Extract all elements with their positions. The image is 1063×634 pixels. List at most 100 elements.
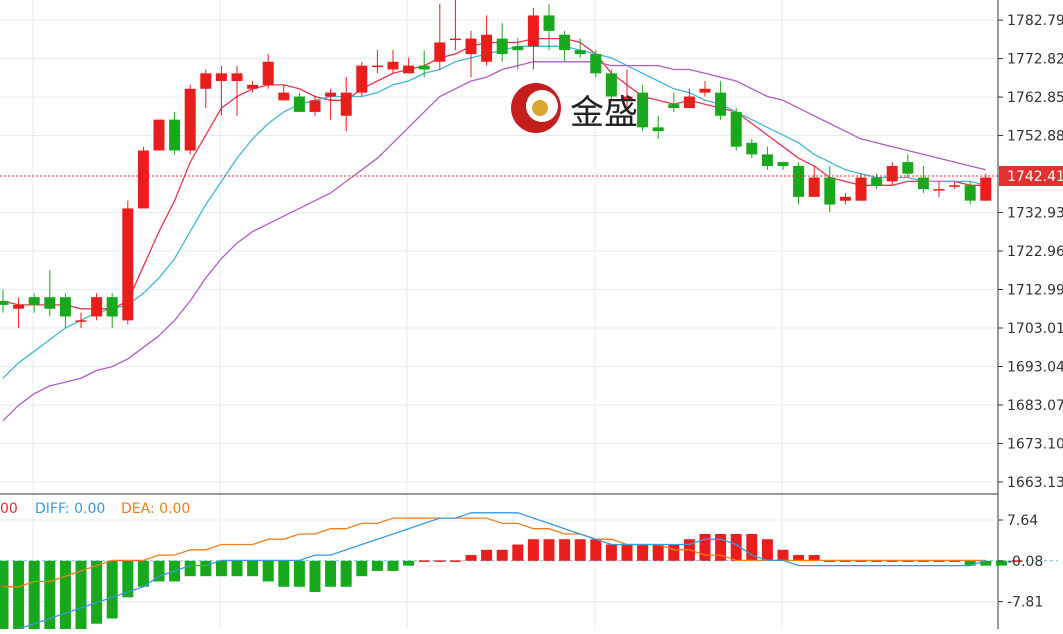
candle-body bbox=[949, 185, 961, 187]
macd-histogram-bar bbox=[122, 560, 134, 598]
macd-histogram-bar bbox=[231, 560, 243, 577]
macd-histogram-bar bbox=[371, 560, 383, 571]
macd-tick-labels: 7.64 -0.08 -7.81 bbox=[998, 513, 1043, 611]
candle-body bbox=[184, 88, 196, 151]
macd-histogram bbox=[0, 533, 1023, 629]
dea-line bbox=[3, 517, 986, 588]
candle-body bbox=[137, 150, 149, 209]
candle-body bbox=[699, 88, 711, 93]
candle-body bbox=[153, 119, 165, 151]
candle-body bbox=[59, 297, 71, 317]
candle-body bbox=[855, 177, 867, 201]
macd-indicator: 7.64 -0.08 -7.81 00 DIFF: 0.00 DEA: 0.00 bbox=[0, 501, 1058, 634]
watermark-logo: 金盛 bbox=[511, 83, 638, 133]
diff-line bbox=[2, 512, 987, 634]
macd-histogram-bar bbox=[605, 544, 617, 561]
candle-body bbox=[902, 162, 914, 174]
candle-body bbox=[434, 42, 446, 62]
candle-body bbox=[247, 84, 259, 89]
dea-value-label: DEA: 0.00 bbox=[121, 501, 190, 517]
candle-body bbox=[637, 92, 649, 128]
price-tick-label: 1762.85 bbox=[1007, 90, 1063, 106]
macd-histogram-bar bbox=[730, 533, 742, 561]
logo-text: 金盛 bbox=[570, 93, 638, 133]
price-tick-label: 1752.88 bbox=[1007, 129, 1063, 145]
candle-body bbox=[761, 154, 773, 166]
candle-body bbox=[325, 92, 337, 97]
candle-body bbox=[621, 96, 633, 101]
macd-histogram-bar bbox=[496, 549, 508, 561]
macd-histogram-bar bbox=[824, 560, 836, 562]
candle-body bbox=[543, 15, 555, 31]
candle-body bbox=[481, 34, 493, 62]
macd-histogram-bar bbox=[559, 539, 571, 561]
candle-body bbox=[231, 73, 243, 82]
candle-body bbox=[356, 65, 368, 93]
macd-histogram-bar bbox=[403, 560, 415, 566]
macd-histogram-bar bbox=[668, 544, 680, 561]
candle-body bbox=[980, 177, 992, 201]
macd-histogram-bar bbox=[13, 560, 25, 629]
candle-body bbox=[777, 162, 789, 166]
macd-histogram-bar bbox=[980, 560, 992, 566]
macd-histogram-bar bbox=[949, 560, 961, 562]
diff-value-label: DIFF: 0.00 bbox=[35, 501, 105, 517]
candle-body bbox=[75, 320, 87, 322]
macd-histogram-bar bbox=[184, 560, 196, 577]
candle-body bbox=[559, 34, 571, 51]
macd-histogram-bar bbox=[387, 560, 399, 571]
macd-histogram-bar bbox=[699, 533, 711, 561]
candle-body bbox=[793, 165, 805, 197]
macd-histogram-bar bbox=[449, 560, 461, 562]
macd-histogram-bar bbox=[746, 533, 758, 561]
macd-histogram-bar bbox=[153, 560, 165, 582]
candle-body bbox=[839, 196, 851, 201]
macd-histogram-bar bbox=[715, 533, 727, 561]
macd-histogram-bar bbox=[215, 560, 227, 577]
candle-body bbox=[605, 73, 617, 97]
macd-histogram-bar bbox=[933, 560, 945, 562]
candle-body bbox=[340, 92, 352, 116]
candle-body bbox=[418, 65, 430, 70]
macd-histogram-bar bbox=[434, 560, 446, 562]
ma-line-2 bbox=[2, 45, 986, 379]
macd-histogram-bar bbox=[325, 560, 337, 587]
price-tick-label: 1722.96 bbox=[1007, 244, 1063, 260]
candle-body bbox=[169, 119, 181, 151]
macd-histogram-bar bbox=[28, 560, 40, 629]
candle-body bbox=[387, 61, 399, 70]
macd-tick-label: 7.64 bbox=[1007, 513, 1038, 529]
macd-histogram-bar bbox=[1011, 560, 1023, 562]
macd-histogram-bar bbox=[418, 560, 430, 562]
macd-histogram-bar bbox=[278, 560, 290, 587]
candle-body bbox=[668, 104, 680, 109]
moving-average-lines bbox=[2, 37, 986, 422]
candle-body bbox=[512, 46, 524, 51]
macd-histogram-bar bbox=[777, 549, 789, 561]
macd-lines bbox=[2, 512, 987, 634]
macd-histogram-bar bbox=[637, 544, 649, 561]
macd-histogram-bar bbox=[621, 544, 633, 561]
macd-histogram-bar bbox=[465, 555, 477, 561]
macd-histogram-bar bbox=[200, 560, 212, 577]
candle-body bbox=[917, 177, 929, 190]
candle-body bbox=[465, 38, 477, 55]
candle-body bbox=[309, 100, 321, 112]
price-tick-label: 1683.07 bbox=[1007, 398, 1063, 414]
candle-body bbox=[215, 73, 227, 82]
candle-body bbox=[574, 50, 586, 55]
candle-body bbox=[933, 189, 945, 191]
macd-histogram-bar bbox=[871, 560, 883, 562]
macd-histogram-bar bbox=[839, 560, 851, 562]
candle-body bbox=[527, 15, 539, 47]
candle-body bbox=[652, 127, 664, 132]
price-tick-label: 1693.04 bbox=[1007, 359, 1063, 375]
macd-histogram-bar bbox=[574, 539, 586, 561]
macd-histogram-bar bbox=[309, 560, 321, 593]
price-tick-labels: 1782.79 1772.82 1762.85 1752.88 1732.93 1722.… bbox=[998, 13, 1063, 491]
macd-histogram-bar bbox=[106, 560, 118, 619]
macd-histogram-bar bbox=[886, 560, 898, 562]
candle-body bbox=[871, 177, 883, 186]
